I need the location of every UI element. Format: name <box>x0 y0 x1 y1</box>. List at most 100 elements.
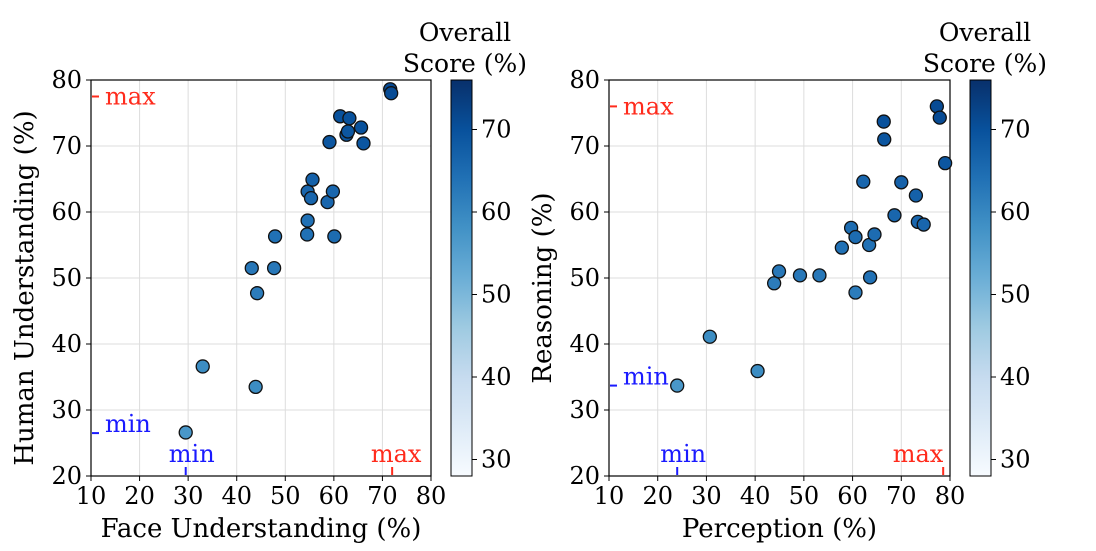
scatter-point <box>299 227 315 242</box>
y-tick-label: 20 <box>569 462 600 490</box>
scatter-point <box>908 188 924 203</box>
chart-panel-2: 10 20 30 40 50 60 70 8020304050607080Perception… <box>528 18 1047 544</box>
scatter-point <box>702 329 717 344</box>
scatter-point <box>248 379 263 395</box>
scatter-point <box>877 132 892 147</box>
scatter-point <box>356 136 371 151</box>
scatter-point <box>937 156 953 171</box>
scatter-point <box>916 217 931 232</box>
scatter-point <box>353 120 369 135</box>
x-min-label: min <box>169 440 215 468</box>
scatter-point <box>267 229 283 244</box>
scatter-point <box>327 229 342 244</box>
scatter-point <box>771 264 787 279</box>
x-axis-label: Perception (%) <box>682 514 877 544</box>
scatter-point <box>792 268 808 283</box>
scatter-point <box>876 114 891 129</box>
scatter-point <box>750 363 765 379</box>
scatter-point <box>340 124 356 139</box>
scatter-point <box>178 425 193 440</box>
x-axis-label: Face Understanding (%) <box>101 514 422 544</box>
y-tick-label: 80 <box>569 66 600 94</box>
y-tick-label: 30 <box>51 396 82 424</box>
scatter-point <box>195 359 210 374</box>
y-tick-label: 50 <box>51 264 82 292</box>
scatter-point <box>848 229 863 245</box>
scatter-point <box>300 213 315 228</box>
scatter-point <box>670 378 685 393</box>
y-min-label: min <box>105 410 151 438</box>
scatter-point <box>932 110 947 125</box>
colorbar-tick-label: 60 <box>481 198 512 226</box>
x-min-label: min <box>660 440 706 468</box>
x-tick-label: 20 <box>124 482 155 510</box>
scatter-point <box>325 184 341 199</box>
x-tick-label: 30 <box>691 482 722 510</box>
scatter-point <box>856 174 871 189</box>
scatter-point <box>266 260 282 276</box>
scatter-point <box>303 190 319 206</box>
y-min-label: min <box>623 363 669 391</box>
scatter-point <box>305 172 320 187</box>
scatter-point <box>249 286 265 301</box>
colorbar-tick-label: 30 <box>1000 446 1031 474</box>
x-tick-label: 60 <box>837 482 868 510</box>
scatter-point <box>342 111 357 126</box>
scatter-point <box>812 268 827 283</box>
scatter-point <box>244 260 259 276</box>
colorbar-tick-label: 50 <box>481 281 512 309</box>
colorbar-tick-label: 70 <box>1000 116 1031 144</box>
scatter-point <box>862 270 878 285</box>
x-tick-label: 10 <box>594 482 625 510</box>
colorbar <box>969 79 992 477</box>
colorbar-title-line-2: Score (%) <box>403 49 527 78</box>
colorbar-title-line-1: Overall <box>419 18 511 47</box>
scatter-point <box>894 175 909 190</box>
colorbar-title-line-1: Overall <box>939 18 1031 47</box>
x-max-label: max <box>893 440 944 468</box>
y-axis-label: Reasoning (%) <box>528 192 558 383</box>
y-tick-label: 80 <box>51 66 82 94</box>
x-tick-label: 40 <box>221 482 252 510</box>
x-max-label: max <box>371 440 422 468</box>
scatter-point <box>834 240 850 255</box>
y-max-label: max <box>105 83 156 111</box>
y-tick-label: 70 <box>51 132 82 160</box>
colorbar <box>450 79 473 477</box>
y-tick-label: 50 <box>569 264 600 292</box>
x-tick-label: 20 <box>642 482 673 510</box>
y-tick-label: 40 <box>51 330 82 358</box>
y-max-label: max <box>623 92 674 120</box>
colorbar-tick-label: 30 <box>481 446 512 474</box>
colorbar-tick-label: 40 <box>1000 363 1031 391</box>
colorbar-tick-label: 40 <box>481 363 512 391</box>
scatter-point <box>322 134 337 150</box>
scatter-point <box>766 276 782 291</box>
y-tick-label: 60 <box>569 198 600 226</box>
x-tick-label: 70 <box>886 482 917 510</box>
scatter-point <box>848 285 863 300</box>
colorbar-tick-label: 50 <box>1000 281 1031 309</box>
x-tick-label: 40 <box>740 482 771 510</box>
scatter-point <box>867 227 882 242</box>
y-tick-label: 70 <box>569 132 600 160</box>
x-tick-label: 50 <box>789 482 820 510</box>
x-tick-label: 30 <box>173 482 204 510</box>
y-tick-label: 30 <box>569 396 600 424</box>
x-tick-label: 70 <box>367 482 398 510</box>
x-tick-label: 80 <box>416 482 447 510</box>
y-axis-label: Human Understanding (%) <box>10 110 40 465</box>
colorbar-tick-label: 60 <box>1000 198 1031 226</box>
colorbar-tick-label: 70 <box>481 116 512 144</box>
colorbar-title-line-2: Score (%) <box>923 49 1047 78</box>
x-tick-label: 60 <box>319 482 350 510</box>
x-tick-label: 10 <box>76 482 107 510</box>
scatter-point <box>887 208 902 223</box>
y-tick-label: 20 <box>51 462 82 490</box>
y-tick-label: 60 <box>51 198 82 226</box>
x-tick-label: 50 <box>270 482 301 510</box>
scatter-point <box>384 86 399 101</box>
